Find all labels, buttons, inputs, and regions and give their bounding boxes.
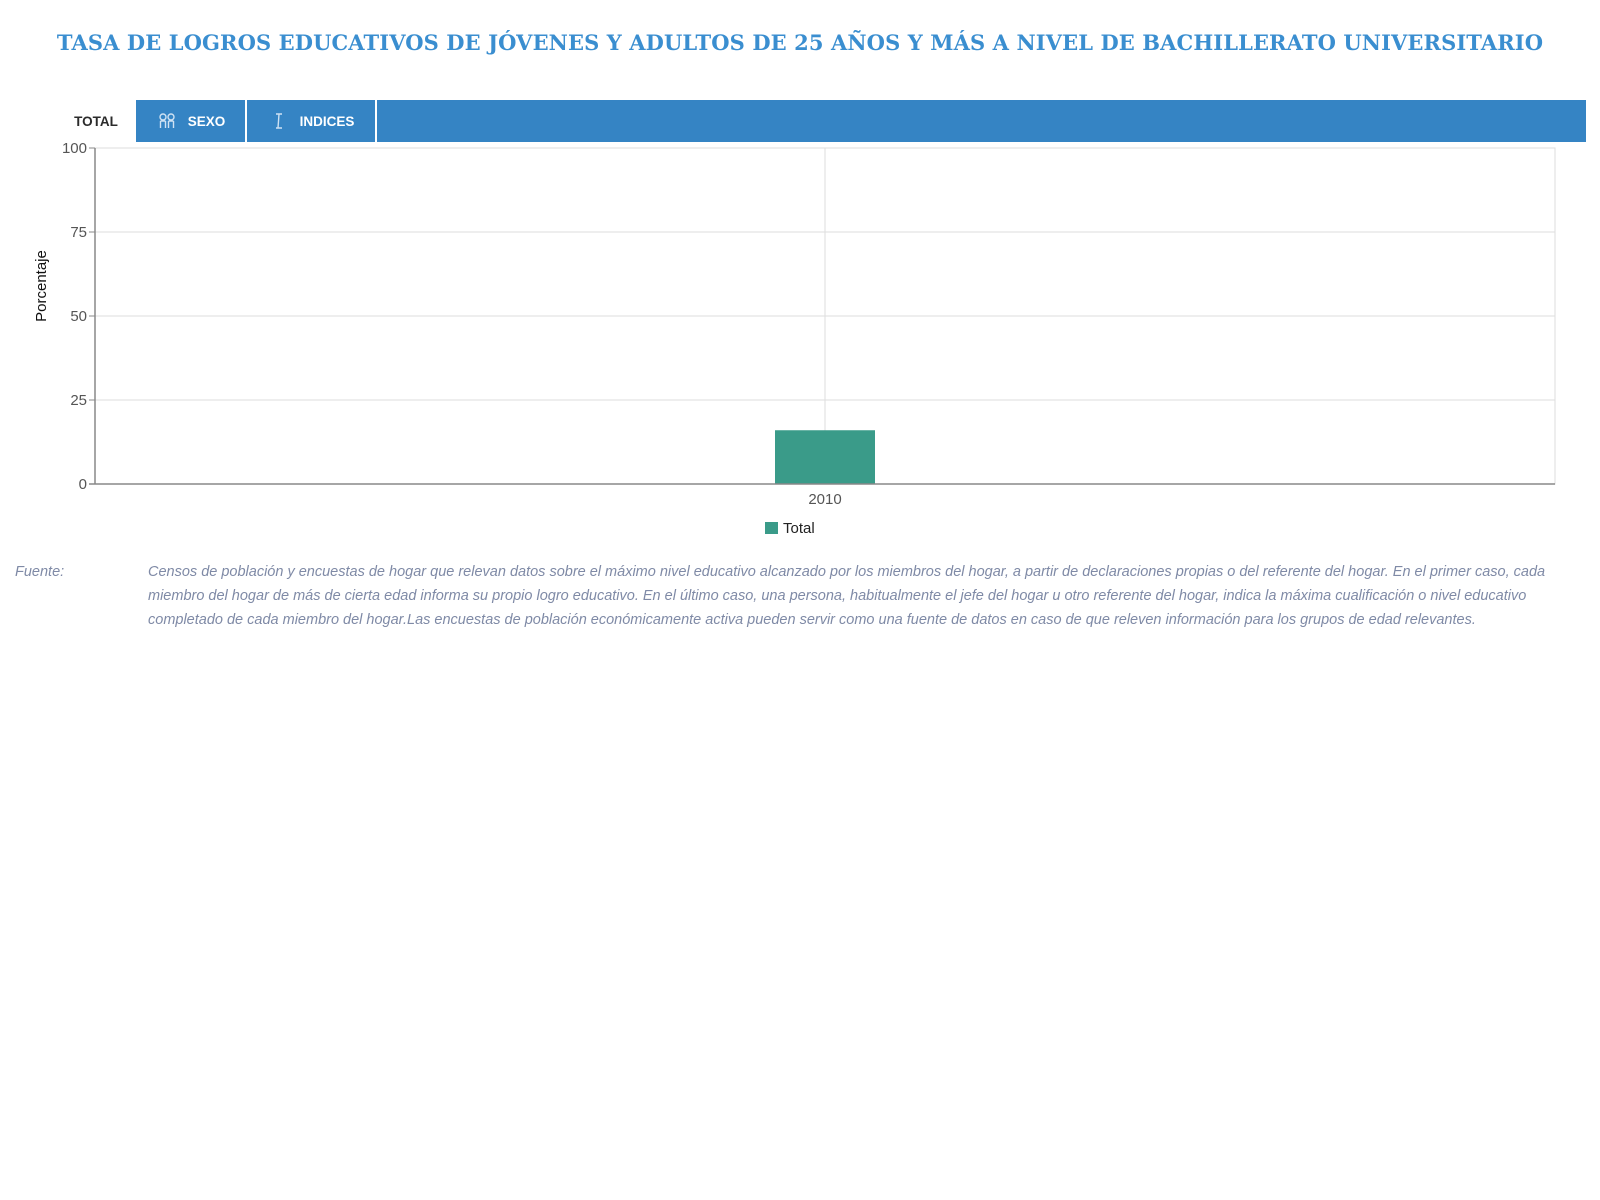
axes: 0 25 50 75 100 2010 (62, 140, 1555, 508)
page-title: TASA DE LOGROS EDUCATIVOS DE JÓVENES Y A… (56, 30, 1544, 55)
tab-total[interactable]: TOTAL (56, 100, 136, 142)
tab-indices[interactable]: INDICES (247, 100, 377, 142)
bars (775, 430, 875, 484)
y-tick-label: 25 (70, 392, 87, 409)
bar[interactable] (775, 430, 875, 484)
y-tick-label: 75 (70, 224, 87, 241)
bar-chart: 0 25 50 75 100 2010 Porcentaje Total (33, 140, 1556, 537)
gender-icon (159, 113, 175, 128)
tab-bar: TOTAL SEXO INDICES (56, 100, 1586, 142)
y-tick-label: 100 (62, 140, 87, 157)
x-tick-label: 2010 (808, 491, 841, 508)
y-axis-title: Porcentaje (33, 250, 50, 322)
chart-area: 0 25 50 75 100 2010 Porcentaje Total (0, 140, 1600, 540)
y-tick-label: 50 (70, 308, 87, 325)
legend: Total (765, 520, 815, 537)
legend-swatch[interactable] (765, 522, 778, 534)
y-tick-label: 0 (79, 476, 87, 493)
text-cursor-icon (275, 113, 282, 129)
tab-total-label: TOTAL (74, 113, 118, 129)
source-text: Censos de población y encuestas de hogar… (148, 564, 1546, 628)
source-label: Fuente: (15, 564, 65, 580)
legend-label[interactable]: Total (783, 520, 815, 537)
tab-indices-label: INDICES (299, 113, 355, 129)
tab-sexo-label: SEXO (187, 113, 226, 129)
tab-sexo[interactable]: SEXO (136, 100, 247, 142)
